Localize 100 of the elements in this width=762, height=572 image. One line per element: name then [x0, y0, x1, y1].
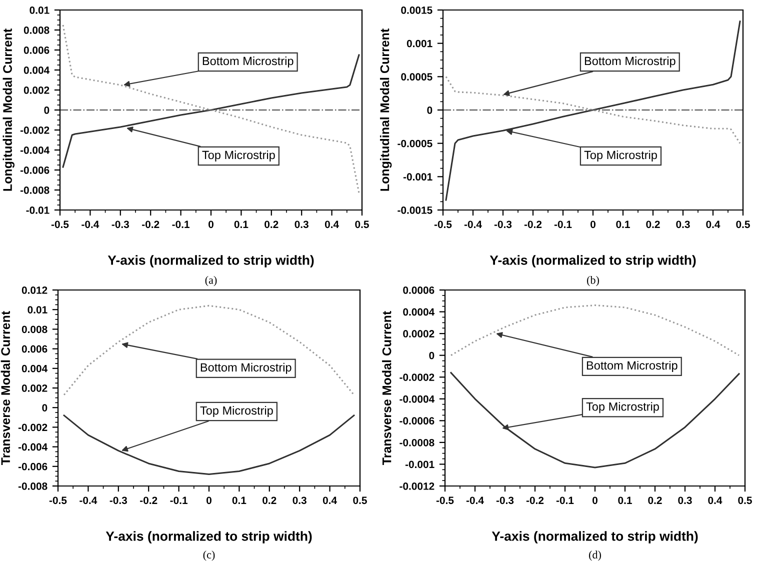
- y-tick-label: 0.0006: [403, 286, 434, 294]
- x-axis-title: Y-axis (normalized to strip width): [108, 255, 314, 268]
- annotation: Top Microstrip: [586, 402, 659, 414]
- text: (c): [203, 550, 215, 561]
- annotation: Bottom Microstrip: [202, 56, 294, 68]
- line-series: [450, 372, 740, 468]
- x-tick-label: 0.5: [736, 220, 750, 228]
- y-tick-label: -0.001: [405, 460, 434, 468]
- line-series: [450, 304, 740, 356]
- line-series: [445, 76, 741, 144]
- y-tick-label: 0.0002: [403, 330, 434, 338]
- y-tick-label: 0.004: [22, 364, 48, 372]
- x-tick-label: -0.1: [170, 496, 188, 504]
- x-tick-label: -0.1: [556, 496, 574, 504]
- x-tick-label: 0.2: [648, 496, 662, 504]
- y-tick-label: -0.002: [18, 424, 48, 432]
- x-tick-label: -0.4: [466, 496, 484, 504]
- y-tick-label: -0.0004: [400, 395, 435, 403]
- y-tick-label: 0.0015: [401, 6, 432, 14]
- x-tick-label: -0.3: [496, 496, 514, 504]
- x-tick-label: -0.1: [554, 220, 572, 228]
- y-tick-label: -0.002: [20, 126, 50, 134]
- x-tick-label: 0.1: [232, 496, 246, 504]
- y-axis-title: Transverse Modal Current: [0, 311, 10, 465]
- y-tick-label: -0.0006: [400, 417, 434, 425]
- x-tick-label: 0.3: [292, 496, 306, 504]
- x-tick-label: -0.4: [82, 220, 100, 228]
- x-tick-label: 0.4: [324, 220, 339, 228]
- line-series: [445, 20, 741, 201]
- y-tick-label: 0: [44, 106, 50, 114]
- x-tick-label: -0.5: [436, 496, 454, 504]
- x-tick-label: 0.1: [618, 496, 632, 504]
- x-tick-label: 0: [590, 220, 596, 228]
- x-tick-label: 0.3: [678, 496, 692, 504]
- x-axis-title: Y-axis (normalized to strip width): [492, 531, 698, 544]
- y-tick-label: -0.0005: [398, 140, 432, 148]
- x-tick-label: 0.3: [676, 220, 690, 228]
- y-tick-label: 0.001: [406, 40, 432, 48]
- x-tick-label: -0.3: [112, 220, 129, 228]
- x-axis-title: Y-axis (normalized to strip width): [490, 255, 696, 268]
- x-tick-label: 0.5: [355, 220, 369, 228]
- x-tick-label: 0.1: [234, 220, 248, 228]
- x-tick-label: 0.2: [264, 220, 278, 228]
- y-tick-label: -0.006: [18, 462, 48, 470]
- y-tick-label: 0.0004: [403, 308, 435, 316]
- line-series: [62, 54, 360, 168]
- y-tick-label: -0.008: [20, 186, 50, 194]
- y-tick-label: 0.006: [22, 345, 48, 353]
- x-tick-label: 0.2: [646, 220, 660, 228]
- y-tick-label: -0.0012: [400, 482, 434, 490]
- x-tick-label: 0.3: [294, 220, 308, 228]
- x-tick-label: 0.5: [353, 496, 367, 504]
- y-tick-label: -0.008: [18, 482, 48, 490]
- y-tick-label: 0.002: [24, 86, 50, 94]
- y-axis-title: Longitudinal Modal Current: [380, 28, 392, 191]
- y-tick-label: 0: [42, 404, 48, 412]
- text: (a): [205, 276, 217, 286]
- y-axis-title: Longitudinal Modal Current: [2, 28, 14, 191]
- annotation: Top Microstrip: [584, 150, 657, 162]
- x-tick-label: -0.5: [434, 220, 452, 228]
- y-tick-label: -0.004: [18, 443, 48, 451]
- y-axis-title: Transverse Modal Current: [382, 311, 392, 465]
- line-series: [63, 304, 355, 396]
- x-tick-label: -0.3: [110, 496, 127, 504]
- annotation: Top Microstrip: [202, 150, 275, 162]
- y-tick-label: 0: [427, 106, 432, 114]
- y-tick-label: -0.0008: [400, 438, 434, 446]
- x-tick-label: -0.5: [51, 220, 69, 228]
- y-tick-label: 0.01: [28, 306, 48, 314]
- x-tick-label: -0.4: [464, 220, 482, 228]
- x-tick-label: -0.2: [524, 220, 542, 228]
- y-tick-label: 0.004: [24, 66, 50, 74]
- x-tick-label: 0.4: [708, 496, 722, 504]
- y-tick-label: -0.006: [20, 166, 50, 174]
- line-series: [62, 24, 360, 194]
- y-tick-label: 0.01: [30, 6, 50, 14]
- x-tick-label: -0.2: [526, 496, 544, 504]
- y-tick-label: -0.001: [403, 173, 432, 181]
- x-tick-label: 0: [206, 496, 212, 504]
- x-tick-label: -0.2: [142, 220, 160, 228]
- x-tick-label: 0: [592, 496, 598, 504]
- x-tick-label: -0.3: [494, 220, 512, 228]
- text: (b): [587, 276, 599, 286]
- annotation: Top Microstrip: [200, 406, 273, 418]
- x-tick-label: 0.1: [616, 220, 630, 228]
- x-tick-label: 0.4: [706, 220, 720, 228]
- y-tick-label: 0.008: [24, 26, 50, 34]
- x-tick-label: -0.1: [172, 220, 190, 228]
- x-tick-label: -0.2: [140, 496, 158, 504]
- y-tick-label: -0.01: [26, 206, 50, 214]
- y-tick-label: 0: [429, 352, 434, 360]
- x-tick-label: 0: [208, 220, 214, 228]
- text: (d): [589, 550, 601, 561]
- annotation: Bottom Microstrip: [200, 362, 292, 374]
- x-tick-label: 0.2: [262, 496, 276, 504]
- x-axis-title: Y-axis (normalized to strip width): [106, 531, 312, 544]
- x-tick-label: -0.5: [49, 496, 67, 504]
- annotation: Bottom Microstrip: [586, 360, 678, 372]
- y-tick-label: 0.008: [22, 326, 48, 334]
- y-tick-label: 0.0005: [401, 73, 432, 81]
